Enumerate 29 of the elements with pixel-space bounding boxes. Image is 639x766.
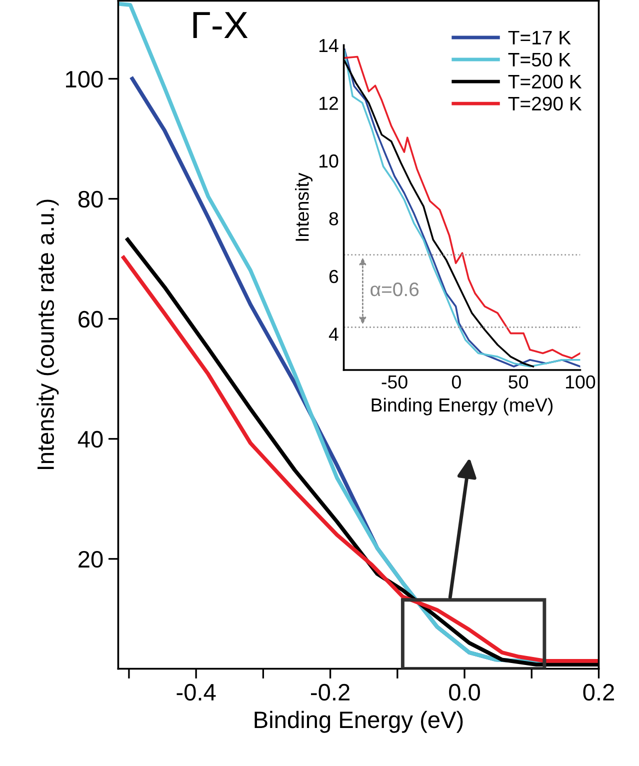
x-axis-title: Binding Energy (eV): [254, 710, 463, 733]
y-tick-label: 14: [319, 39, 338, 52]
x-tick-label: -0.4: [176, 684, 216, 701]
annotation: α=0.6: [370, 282, 419, 296]
y-tick-label: 6: [329, 270, 338, 284]
x-tick-label: 100: [566, 375, 596, 389]
y-axis-title: Intensity: [295, 172, 313, 241]
x-tick-label: -0.2: [311, 684, 350, 701]
y-tick-label: 4: [328, 328, 338, 341]
x-tick-label: -50: [382, 375, 408, 389]
legend-label: T=17 K: [508, 30, 571, 44]
y-tick-label: 8: [329, 212, 338, 226]
chart-title: Γ-X: [193, 12, 248, 38]
y-tick-label: 100: [66, 70, 103, 88]
y-axis-title: Intensity (counts rate a.u.): [36, 200, 59, 470]
x-tick-label: 50: [508, 375, 528, 389]
y-tick-label: 60: [78, 310, 103, 328]
x-axis-title: Binding Energy (meV): [372, 398, 553, 416]
legend-label: T=200 K: [508, 74, 582, 89]
legend-label: T=50 K: [508, 52, 571, 67]
y-tick-label: 12: [319, 96, 338, 110]
x-tick-label: 0.0: [449, 684, 480, 701]
y-tick-label: 80: [78, 190, 103, 208]
legend-label: T=290 K: [508, 96, 582, 111]
x-tick-label: 0.2: [583, 684, 614, 701]
y-tick-label: 20: [78, 550, 103, 568]
y-tick-label: 10: [319, 154, 338, 168]
y-tick-label: 40: [78, 430, 103, 448]
x-tick-label: 0: [452, 375, 461, 389]
